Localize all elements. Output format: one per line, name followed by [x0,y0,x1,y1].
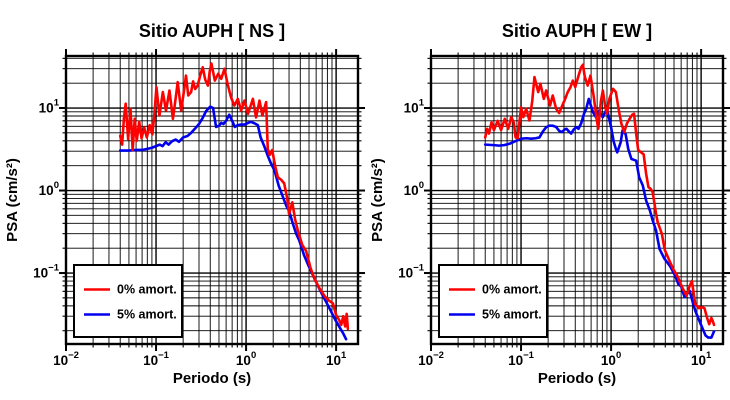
plot-ns-area: 10−2 10−1 100 101 101 100 10−1 [33,49,365,368]
tick-label: 101 [326,350,347,368]
tick-label: 101 [39,98,60,116]
legend-label-5pct: 5% amort. [482,308,542,322]
tick-label: 100 [601,350,621,368]
axes-frame [429,54,725,346]
tick-label: 10−1 [33,263,60,281]
tick-label: 101 [404,98,425,116]
plot-ns-xlabel: Periodo (s) [173,370,251,387]
axes-frame [64,54,360,346]
legend-label-5pct: 5% amort. [117,308,177,322]
series-line-0pct-amort [118,62,350,331]
legend-box [438,264,548,338]
series-line-5pct-amort [118,105,348,341]
tick-label: 100 [404,180,424,198]
tick-marks-major [59,49,365,351]
tick-marks-minor [62,52,362,348]
tick-label: 10−2 [418,350,444,368]
plot-ew-ylabel: PSA (cm/s²) [369,158,386,242]
series-line-0pct-amort [483,63,716,327]
tick-marks-major [424,49,730,351]
tick-label: 101 [691,350,712,368]
legend-box [73,264,183,338]
tick-label: 100 [39,180,59,198]
plot-ew-xlabel: Periodo (s) [538,370,616,387]
tick-labels: 10−2 10−1 100 101 101 100 10−1 [33,98,347,368]
legend-ns: 0% amort. 5% amort. [73,264,183,338]
tick-label: 10−1 [508,350,535,368]
grid-minor [66,56,358,344]
plot-ew-title: Sitio AUPH [ EW ] [502,21,652,41]
tick-label: 10−1 [143,350,170,368]
tick-label: 10−1 [398,263,425,281]
tick-label: 10−2 [53,350,79,368]
tick-label: 100 [236,350,256,368]
tick-labels: 10−2 10−1 100 101 101 100 10−1 [398,98,712,368]
legend-label-0pct: 0% amort. [117,283,177,297]
legend-label-0pct: 0% amort. [482,283,542,297]
plot-ns-title: Sitio AUPH [ NS ] [139,21,285,41]
legend-ew: 0% amort. 5% amort. [438,264,548,338]
tick-marks-minor [427,52,727,348]
plot-ns-ylabel: PSA (cm/s²) [4,158,21,242]
